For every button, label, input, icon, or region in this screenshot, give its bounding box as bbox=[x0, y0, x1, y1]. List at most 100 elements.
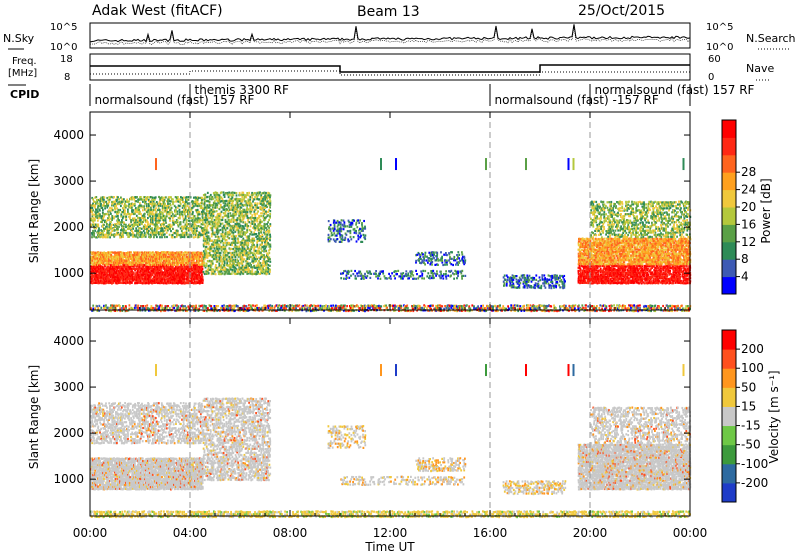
data-cell bbox=[229, 257, 232, 260]
data-cell bbox=[224, 199, 227, 203]
data-cell bbox=[109, 210, 112, 213]
data-cell bbox=[111, 261, 113, 264]
data-cell bbox=[445, 252, 447, 255]
data-cell bbox=[187, 278, 190, 281]
data-cell bbox=[158, 217, 161, 220]
data-cell bbox=[416, 273, 418, 276]
data-cell bbox=[182, 261, 185, 264]
data-cell bbox=[229, 220, 232, 223]
data-cell bbox=[138, 216, 140, 219]
data-cell bbox=[113, 272, 115, 275]
data-cell bbox=[512, 286, 515, 289]
data-cell bbox=[204, 212, 207, 215]
data-cell bbox=[245, 249, 247, 252]
data-cell bbox=[201, 274, 203, 277]
data-cell bbox=[152, 265, 154, 268]
data-cell bbox=[90, 255, 92, 259]
data-cell bbox=[205, 210, 208, 213]
data-cell bbox=[267, 229, 269, 232]
data-cell bbox=[219, 222, 222, 225]
data-cell bbox=[264, 206, 267, 209]
data-cell bbox=[437, 257, 439, 261]
data-cell bbox=[192, 230, 195, 233]
data-cell bbox=[419, 261, 421, 264]
data-cell bbox=[217, 249, 220, 252]
data-cell bbox=[234, 241, 237, 244]
data-cell bbox=[344, 269, 347, 273]
data-cell bbox=[446, 261, 448, 264]
data-cell bbox=[154, 269, 157, 272]
data-cell bbox=[120, 200, 123, 203]
data-cell bbox=[138, 227, 140, 230]
data-cell bbox=[194, 219, 197, 222]
data-cell bbox=[149, 233, 152, 236]
data-cell bbox=[172, 203, 174, 206]
data-cell bbox=[180, 272, 183, 275]
data-cell bbox=[175, 275, 178, 278]
data-cell bbox=[149, 222, 152, 226]
data-cell bbox=[236, 268, 239, 271]
data-cell bbox=[243, 239, 246, 242]
data-cell bbox=[261, 196, 263, 199]
data-cell bbox=[174, 252, 177, 255]
freq-series bbox=[90, 64, 690, 76]
data-cell bbox=[98, 257, 100, 261]
data-cell bbox=[114, 255, 116, 258]
data-cell bbox=[142, 225, 145, 228]
data-cell bbox=[258, 233, 260, 236]
data-cell bbox=[170, 230, 172, 233]
data-cell bbox=[157, 221, 159, 224]
data-cell bbox=[112, 259, 114, 262]
data-cell bbox=[190, 272, 193, 275]
data-cell bbox=[215, 223, 218, 226]
data-cell bbox=[171, 280, 174, 283]
data-cell bbox=[224, 249, 227, 253]
data-cell bbox=[260, 195, 262, 198]
data-cell bbox=[348, 221, 351, 224]
data-cell bbox=[382, 270, 384, 273]
data-cell bbox=[233, 239, 236, 242]
data-cell bbox=[207, 266, 210, 269]
data-cell bbox=[252, 200, 254, 203]
data-cell bbox=[116, 282, 119, 285]
data-cell bbox=[103, 235, 106, 238]
data-cell bbox=[168, 196, 171, 199]
data-cell bbox=[158, 269, 161, 272]
data-cell bbox=[118, 211, 120, 214]
data-cell bbox=[440, 277, 442, 280]
data-cell bbox=[504, 278, 507, 281]
data-cell bbox=[240, 220, 242, 223]
data-cell bbox=[133, 198, 136, 201]
data-cell bbox=[90, 257, 93, 260]
data-cell bbox=[261, 249, 263, 252]
data-cell bbox=[102, 263, 104, 266]
data-cell bbox=[180, 266, 183, 269]
data-cell bbox=[445, 273, 447, 276]
data-cell bbox=[264, 210, 266, 213]
data-cell bbox=[122, 271, 125, 274]
data-cell bbox=[115, 222, 118, 226]
data-cell bbox=[177, 267, 180, 270]
data-cell bbox=[554, 284, 557, 287]
data-cell bbox=[345, 274, 348, 277]
data-cell bbox=[94, 229, 96, 232]
data-cell bbox=[126, 198, 128, 201]
data-cell bbox=[217, 218, 220, 221]
data-cell bbox=[206, 236, 209, 240]
data-cell bbox=[161, 227, 164, 230]
data-cell bbox=[136, 265, 139, 268]
data-cell bbox=[162, 265, 165, 268]
data-cell bbox=[210, 262, 213, 265]
data-cell bbox=[228, 260, 231, 263]
data-cell bbox=[259, 239, 261, 242]
data-cell bbox=[235, 200, 238, 203]
data-cell bbox=[359, 227, 361, 230]
data-cell bbox=[258, 214, 260, 217]
data-cell bbox=[243, 203, 246, 206]
data-cell bbox=[184, 263, 187, 266]
data-cell bbox=[211, 239, 214, 242]
data-cell bbox=[207, 237, 210, 240]
data-cell bbox=[127, 257, 129, 260]
data-cell bbox=[130, 272, 132, 275]
data-cell bbox=[249, 212, 252, 215]
